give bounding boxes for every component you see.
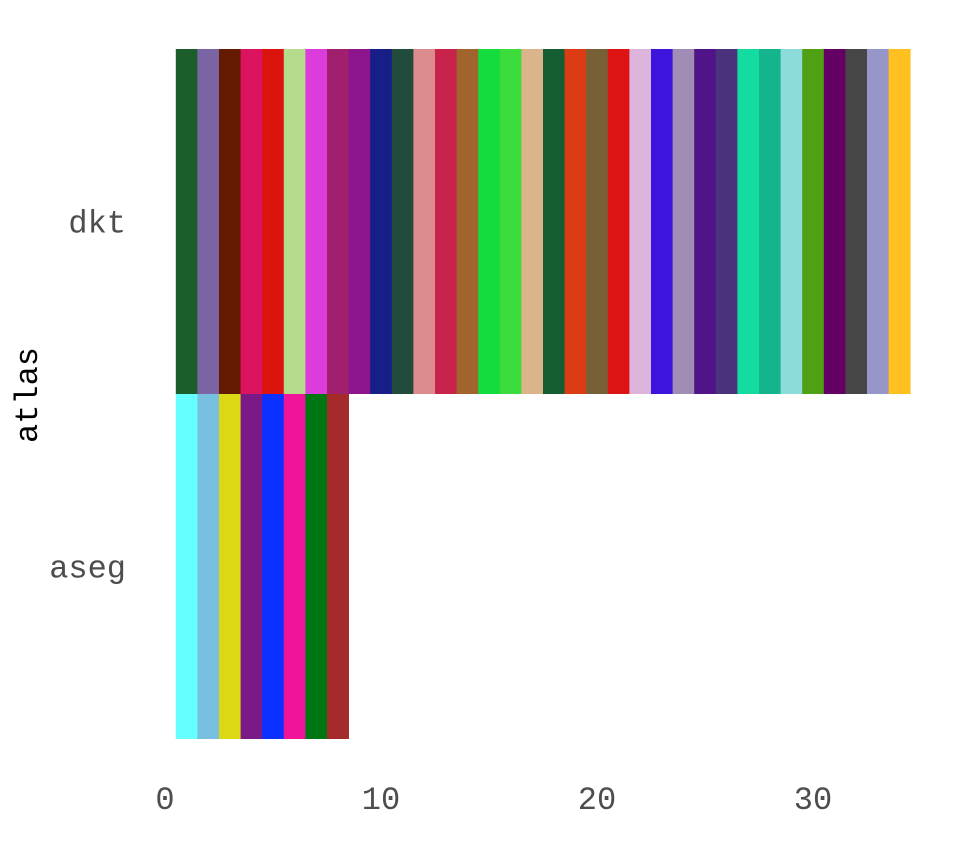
bar-segment-dkt-16	[499, 49, 522, 394]
bar-segment-dkt-31	[823, 49, 846, 394]
x-tick-label-0: 0	[155, 782, 174, 819]
bar-segment-dkt-18	[543, 49, 565, 394]
y-tick-labels: dkt aseg	[49, 206, 126, 588]
bar-segment-dkt-6	[283, 49, 306, 394]
bar-segment-dkt-11	[391, 49, 414, 394]
bar-segment-dkt-26	[715, 49, 738, 394]
bar-segment-dkt-7	[305, 49, 328, 394]
bar-segment-dkt-34	[888, 49, 911, 394]
bar-segment-dkt-13	[435, 49, 457, 394]
bar-segment-aseg-3	[219, 394, 241, 739]
bar-segment-dkt-8	[327, 49, 349, 394]
y-tick-label-aseg: aseg	[49, 551, 126, 588]
bar-segment-dkt-29	[780, 49, 803, 394]
bar-segment-dkt-20	[586, 49, 609, 394]
bar-segment-dkt-25	[694, 49, 717, 394]
bar-segment-aseg-8	[327, 394, 349, 739]
bar-segment-dkt-12	[413, 49, 436, 394]
bar-segment-dkt-2	[197, 49, 220, 394]
y-tick-label-dkt: dkt	[68, 206, 126, 243]
bar-segment-dkt-27	[737, 49, 760, 394]
bar-segment-dkt-17	[521, 49, 544, 394]
bar-segment-aseg-7	[305, 394, 328, 739]
x-tick-label-30: 30	[794, 782, 832, 819]
bar-segment-dkt-10	[370, 49, 393, 394]
bar-segment-aseg-4	[240, 394, 263, 739]
bar-segment-dkt-24	[672, 49, 695, 394]
x-tick-label-10: 10	[362, 782, 400, 819]
bar-segment-dkt-23	[651, 49, 673, 394]
bar-segment-aseg-2	[197, 394, 220, 739]
bar-segment-dkt-32	[845, 49, 868, 394]
bar-segment-aseg-5	[262, 394, 285, 739]
bar-segment-dkt-28	[759, 49, 781, 394]
bar-segment-dkt-3	[219, 49, 241, 394]
x-tick-label-20: 20	[578, 782, 616, 819]
bar-segment-dkt-5	[262, 49, 285, 394]
bar-segment-dkt-14	[456, 49, 479, 394]
bar-segment-dkt-1	[175, 49, 198, 394]
bar-segment-dkt-21	[607, 49, 630, 394]
y-axis-title: atlas	[10, 347, 47, 443]
bar-segment-dkt-4	[240, 49, 263, 394]
x-tick-labels: 0 10 20 30	[155, 782, 832, 819]
bar-segment-dkt-15	[478, 49, 501, 394]
bar-segments	[175, 49, 911, 739]
bar-segment-dkt-9	[348, 49, 371, 394]
bar-segment-aseg-1	[175, 394, 198, 739]
bar-segment-dkt-30	[802, 49, 825, 394]
bar-segment-dkt-22	[629, 49, 652, 394]
bar-segment-aseg-6	[283, 394, 306, 739]
bar-segment-dkt-33	[867, 49, 889, 394]
bar-segment-dkt-19	[564, 49, 587, 394]
